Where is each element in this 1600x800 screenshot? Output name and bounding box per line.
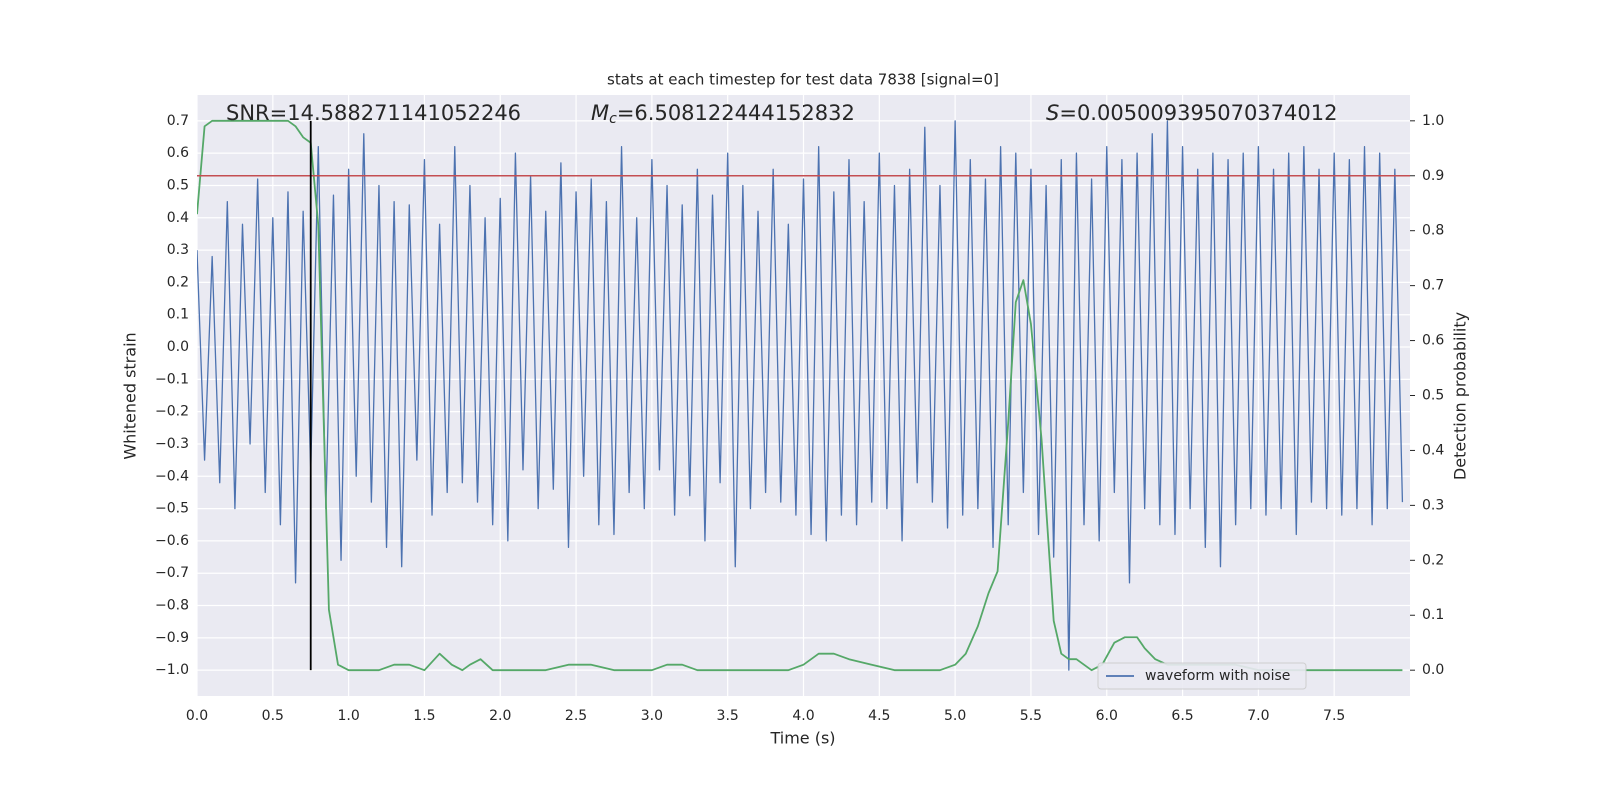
y-tick-label: −0.6 [155, 533, 189, 549]
y-tick-label: −0.7 [155, 565, 189, 581]
series-line [197, 120, 1404, 671]
y2-axis-label: Detection probability [1451, 312, 1470, 480]
x-tick-label: 5.5 [1020, 708, 1042, 724]
x-tick-label: 0.5 [262, 708, 284, 724]
y2-tick-label: 0.8 [1422, 223, 1444, 239]
series-line [197, 119, 1403, 672]
x-tick-label: 6.0 [1096, 708, 1118, 724]
y-tick-label: 0.0 [167, 339, 189, 355]
y2-tick-label: 0.0 [1422, 662, 1444, 678]
y2-tick-label: 0.4 [1422, 442, 1444, 458]
x-tick-label: 1.0 [337, 708, 359, 724]
y-tick-label: −0.8 [155, 598, 189, 614]
marks [197, 119, 1410, 672]
annotation: Mc=6.508122444152832 [591, 101, 855, 127]
y-tick-label: −0.5 [155, 501, 189, 517]
x-tick-label: 3.0 [641, 708, 663, 724]
x-tick-label: 0.0 [186, 708, 208, 724]
annotation: S=0.005009395070374012 [1046, 101, 1337, 125]
x-tick-label: 2.5 [565, 708, 587, 724]
y2-tick-label: 0.1 [1422, 607, 1444, 623]
y-tick-label: 0.6 [167, 145, 189, 161]
y-tick-label: 0.1 [167, 307, 189, 323]
y-tick-label: −0.3 [155, 436, 189, 452]
annotation-text: =0.005009395070374012 [1059, 101, 1337, 125]
y-tick-label: −1.0 [155, 662, 189, 678]
y2-tick-label: 0.7 [1422, 278, 1444, 294]
y2-tick-label: 0.3 [1422, 497, 1444, 513]
x-tick-label: 7.5 [1323, 708, 1345, 724]
y2-tick-label: 0.5 [1422, 388, 1444, 404]
x-tick-label: 1.5 [413, 708, 435, 724]
y-tick-label: −0.4 [155, 468, 189, 484]
y-tick-label: −0.1 [155, 371, 189, 387]
x-tick-label: 7.0 [1247, 708, 1269, 724]
y-tick-label: 0.7 [167, 113, 189, 129]
x-tick-label: 4.5 [868, 708, 890, 724]
chart-title: stats at each timestep for test data 783… [607, 71, 999, 89]
x-tick-label: 6.5 [1171, 708, 1193, 724]
y-tick-label: 0.2 [167, 274, 189, 290]
y-tick-label: −0.9 [155, 630, 189, 646]
annotation-symbol: S [1046, 101, 1059, 125]
annotation: SNR=14.588271141052246 [226, 101, 521, 125]
y2-tick-label: 1.0 [1422, 113, 1444, 129]
x-tick-label: 3.5 [717, 708, 739, 724]
x-tick-label: 5.0 [944, 708, 966, 724]
y-tick-label: 0.4 [167, 210, 189, 226]
y-tick-label: 0.5 [167, 177, 189, 193]
legend-box [1097, 662, 1307, 690]
y2-tick-label: 0.6 [1422, 333, 1444, 349]
annotation-text: =6.508122444152832 [617, 101, 855, 125]
y-tick-label: −0.2 [155, 404, 189, 420]
ticks: 0.0 0.5 1.0 1.5 2.0 2.5 3.0 3.5 4.0 4.5 5.0 5.5 6.0 6… [155, 113, 1444, 724]
x-axis-label: Time (s) [769, 729, 835, 748]
annotation-subscript: c [609, 111, 617, 127]
annotation-symbol: M [591, 101, 609, 125]
y2-tick-label: 0.9 [1422, 168, 1444, 184]
x-tick-label: 2.0 [489, 708, 511, 724]
y-tick-label: 0.3 [167, 242, 189, 258]
legend-label: waveform with noise [1145, 668, 1290, 684]
x-tick-label: 4.0 [792, 708, 814, 724]
legend: waveform with noise [1097, 662, 1307, 690]
y-axis-label: Whitened strain [121, 332, 140, 459]
y2-tick-label: 0.2 [1422, 552, 1444, 568]
